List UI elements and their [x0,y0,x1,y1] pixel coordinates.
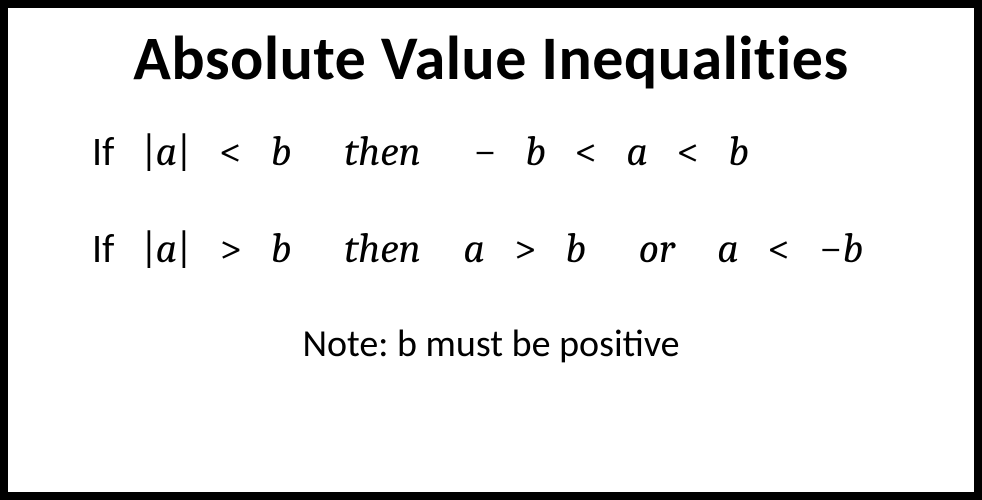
if-label: If [92,224,114,273]
var-a: a [156,127,178,176]
minus-sign: − [473,127,496,176]
var-a: a [463,224,485,273]
abs-close: | [177,127,190,176]
var-b: b [271,224,292,273]
lt-symbol: < [575,127,598,176]
content-frame: Absolute Value Inequalities If |a| < b t… [0,0,982,500]
rule-row: If |a| < b then − b < a < b [36,127,946,176]
gt-symbol: > [219,224,242,273]
math-expression: |a| < b then − b < a < b [142,127,749,176]
lt-symbol: < [219,127,242,176]
var-b: b [728,127,749,176]
var-b: b [842,224,863,273]
var-b: b [525,127,546,176]
var-a: a [717,224,739,273]
lt-symbol: < [767,224,790,273]
abs-open: | [142,224,155,273]
gt-symbol: > [514,224,537,273]
rule-row: If |a| > b then a > b or a < −b [36,224,946,273]
var-a: a [626,127,648,176]
var-b: b [565,224,586,273]
var-b: b [271,127,292,176]
or-word: or [639,224,675,273]
var-a: a [156,224,178,273]
footnote: Note: b must be positive [36,321,946,367]
then-word: then [344,127,421,176]
then-word: then [344,224,421,273]
if-label: If [92,127,114,176]
page-title: Absolute Value Inequalities [36,26,946,91]
minus-sign: − [819,224,842,273]
abs-open: | [142,127,155,176]
abs-close: | [177,224,190,273]
lt-symbol: < [676,127,699,176]
math-expression: |a| > b then a > b or a < −b [142,224,863,273]
